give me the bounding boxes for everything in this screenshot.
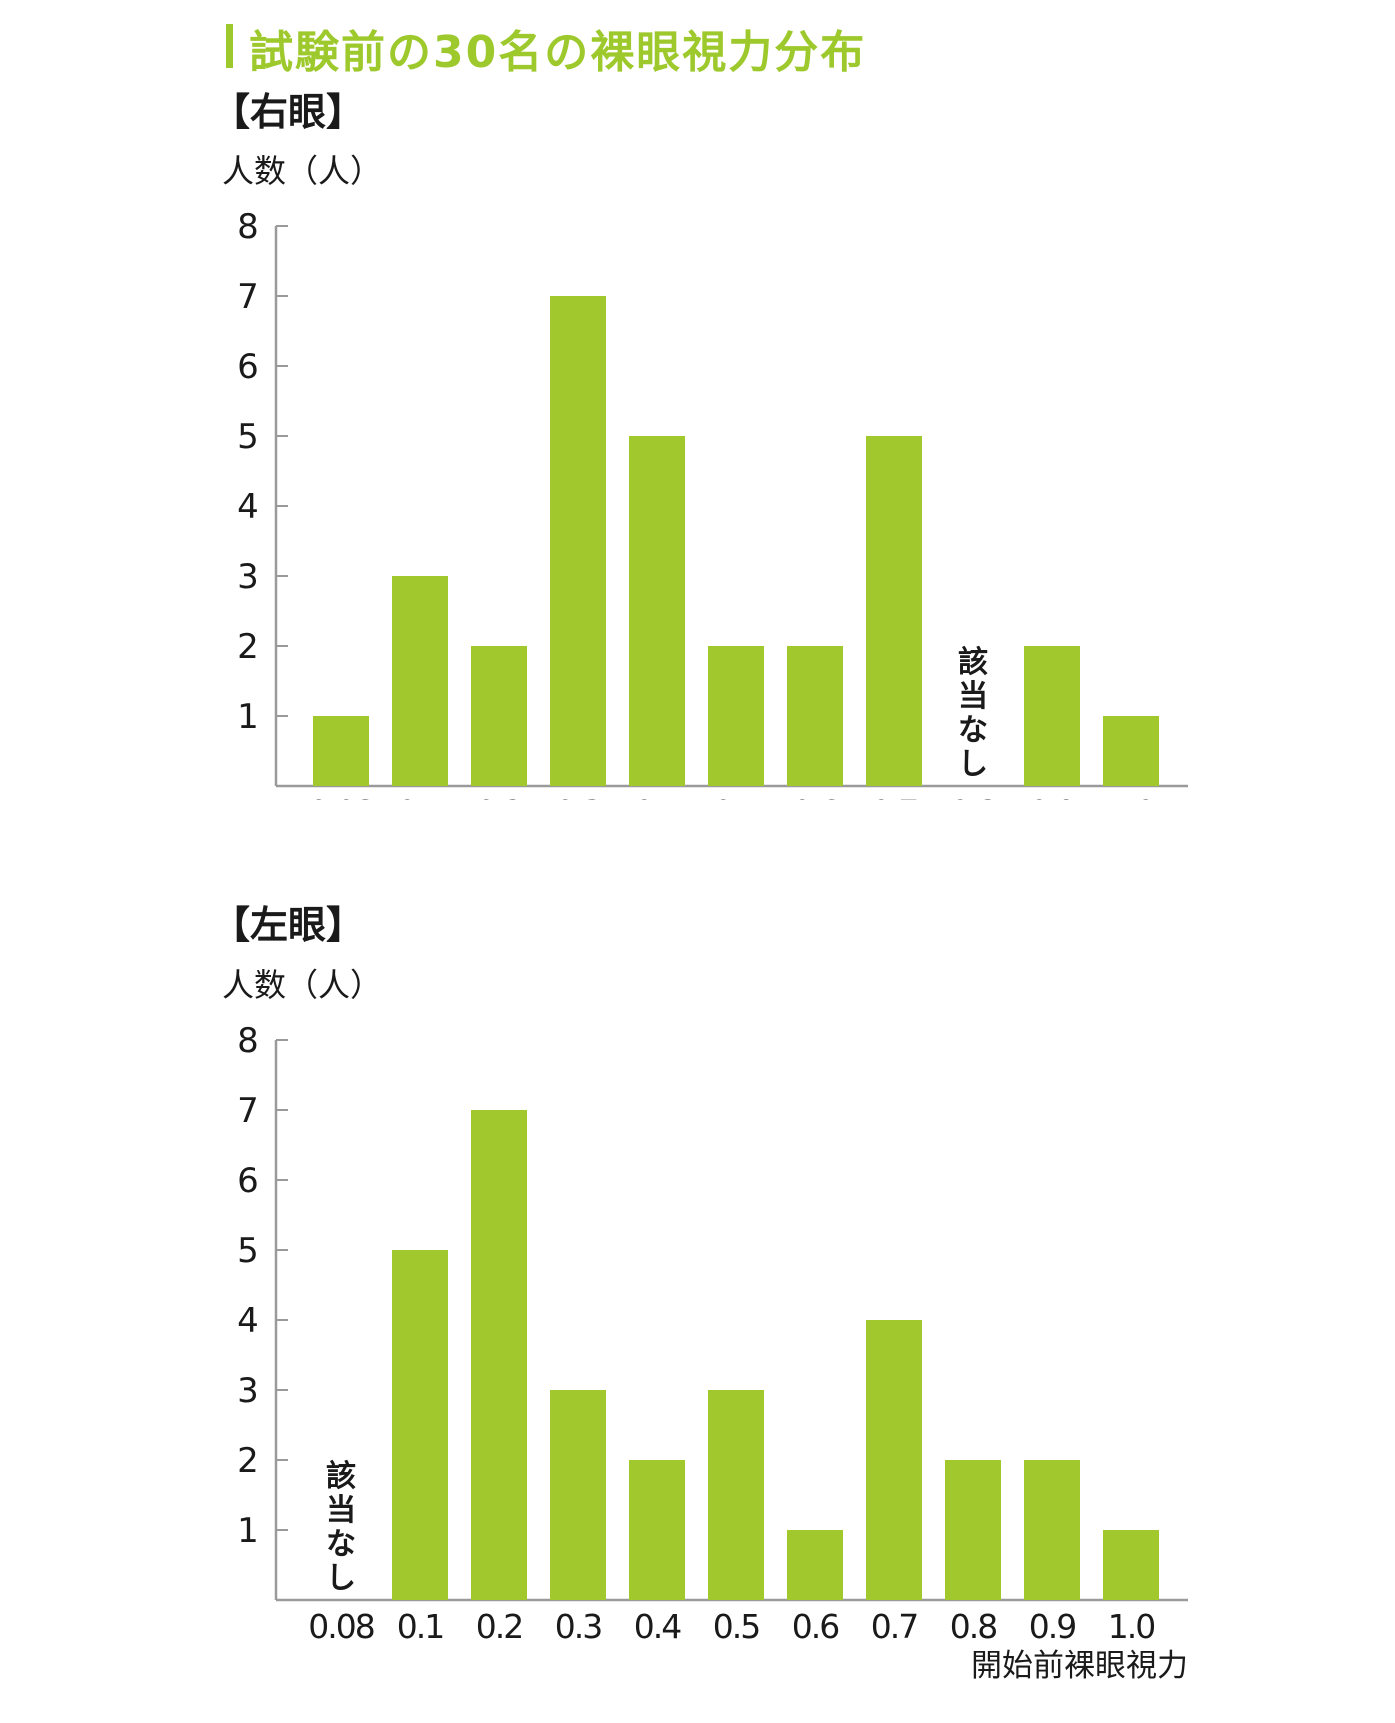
right-eye-x-tick-label: 0.9 [1029,793,1075,800]
right-eye-y-axis-label: 人数（人） [222,152,382,190]
left-eye-x-axis-label: 開始前裸眼視力 [971,1648,1188,1680]
left-eye-x-tick-label: 0.08 [308,1607,373,1646]
left-eye-x-tick-label: 1.0 [1108,1607,1154,1646]
right-eye-bar-0.3 [550,296,606,786]
right-eye-bar-1.0 [1103,716,1159,786]
right-eye-bar-0.5 [708,646,764,786]
right-eye-x-tick-label: 0.8 [950,793,996,800]
right-eye-y-tick-label: 3 [237,557,259,597]
right-eye-bar-0.9 [1024,646,1080,786]
left-eye-y-tick-label: 1 [237,1511,259,1551]
left-eye-bar-0.7 [866,1320,922,1600]
right-eye-bar-0.08 [313,716,369,786]
right-eye-y-tick-label: 2 [237,627,259,667]
left-eye-bar-0.4 [629,1460,685,1600]
right-eye-x-tick-label: 0.4 [634,793,681,800]
right-eye-bar-0.6 [787,646,843,786]
left-eye-y-tick-label: 5 [237,1231,259,1271]
right-eye-y-tick-label: 6 [237,347,259,387]
left-eye-annotation-none: 該当なし [326,1459,356,1596]
left-eye-x-tick-label: 0.9 [1029,1607,1075,1646]
left-eye-bar-0.9 [1024,1460,1080,1600]
left-eye-x-tick-label: 0.3 [555,1607,601,1646]
right-eye-bar-0.1 [392,576,448,786]
right-eye-x-tick-label: 0.6 [792,793,838,800]
left-eye-x-tick-label: 0.2 [476,1607,522,1646]
title-accent-bar [226,24,233,68]
right-eye-x-tick-label: 0.2 [476,793,522,800]
left-eye-y-tick-label: 2 [237,1441,259,1481]
left-eye-bar-0.5 [708,1390,764,1600]
left-eye-bar-0.2 [471,1110,527,1600]
right-eye-annotation-none: 該当なし [958,645,988,782]
left-eye-bar-0.6 [787,1530,843,1600]
left-eye-y-tick-label: 3 [237,1371,259,1411]
page-title: 試験前の30名の裸眼視力分布 [249,27,867,78]
right-eye-x-tick-label: 0.08 [308,793,373,800]
right-eye-x-tick-label: 0.1 [397,793,443,800]
left-eye-x-tick-label: 0.7 [871,1607,917,1646]
right-eye-y-tick-label: 7 [237,277,259,317]
right-eye-y-tick-label: 8 [237,207,259,247]
right-eye-x-tick-label: 1.0 [1108,793,1154,800]
right-eye-bar-0.7 [866,436,922,786]
chart-right-eye: 【右眼】人数（人） 1 2 3 4 5 6 7 8 0.08 0.1 0.2 0.3 0.4 0.5 0.6 0… [212,90,1188,800]
left-eye-y-axis-label: 人数（人） [222,966,382,1004]
left-eye-y-tick-label: 4 [237,1301,259,1341]
right-eye-y-tick-label: 5 [237,417,259,457]
left-eye-y-tick-label: 6 [237,1161,259,1201]
right-eye-bar-0.2 [471,646,527,786]
left-eye-x-tick-label: 0.4 [634,1607,681,1646]
right-eye-x-tick-label: 0.3 [555,793,601,800]
right-eye-x-tick-label: 0.5 [713,793,759,800]
right-eye-y-tick-label: 1 [237,697,259,737]
right-eye-chart-title: 【右眼】 [212,90,364,134]
right-eye-y-tick-label: 4 [237,487,259,527]
left-eye-x-tick-label: 0.6 [792,1607,838,1646]
chart-left-eye: 【左眼】人数（人） 1 2 3 4 5 6 7 8 0.08 0.1 0.2 0.3 0.4 0.5 0.6 0… [212,903,1188,1680]
right-eye-bar-0.4 [629,436,685,786]
left-eye-x-tick-label: 0.1 [397,1607,443,1646]
left-eye-bar-0.1 [392,1250,448,1600]
left-eye-bar-0.8 [945,1460,1001,1600]
left-eye-x-tick-label: 0.5 [713,1607,759,1646]
left-eye-bar-1.0 [1103,1530,1159,1600]
left-eye-bar-0.3 [550,1390,606,1600]
left-eye-y-tick-label: 8 [237,1021,259,1061]
left-eye-y-tick-label: 7 [237,1091,259,1131]
left-eye-x-tick-label: 0.8 [950,1607,996,1646]
right-eye-x-tick-label: 0.7 [871,793,917,800]
left-eye-chart-title: 【左眼】 [212,903,364,947]
